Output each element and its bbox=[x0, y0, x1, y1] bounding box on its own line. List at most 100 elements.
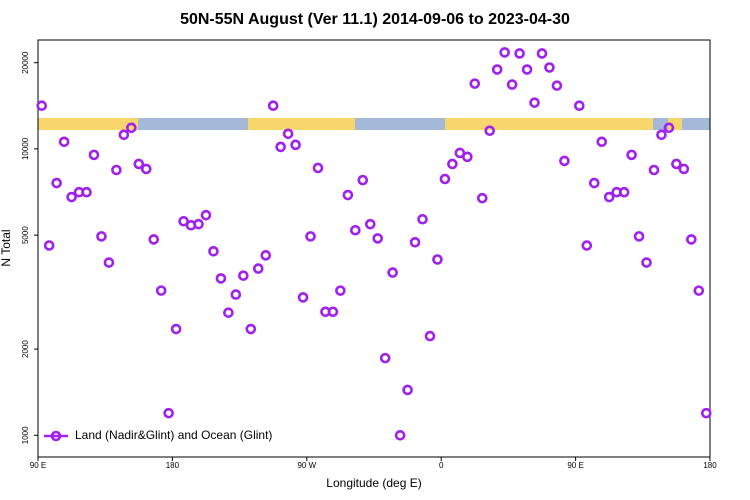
land-band bbox=[248, 118, 355, 130]
point bbox=[671, 158, 682, 170]
point bbox=[424, 330, 436, 342]
point bbox=[103, 257, 115, 268]
point bbox=[118, 129, 130, 141]
point bbox=[469, 78, 481, 89]
point bbox=[529, 97, 540, 108]
point bbox=[603, 191, 615, 203]
plot-frame bbox=[37, 39, 711, 458]
point bbox=[43, 240, 55, 251]
point bbox=[663, 122, 675, 134]
point bbox=[379, 352, 391, 364]
point bbox=[402, 384, 413, 396]
point bbox=[618, 186, 630, 198]
land-band bbox=[445, 118, 653, 130]
point bbox=[559, 155, 570, 167]
x-tick-label: 180 bbox=[703, 461, 717, 470]
point bbox=[140, 163, 152, 175]
point bbox=[596, 136, 608, 148]
point bbox=[66, 191, 77, 203]
point bbox=[36, 100, 48, 112]
point bbox=[335, 285, 346, 296]
point bbox=[514, 48, 525, 59]
point bbox=[282, 128, 294, 140]
point bbox=[574, 100, 585, 112]
point bbox=[327, 306, 339, 318]
legend-marker bbox=[50, 430, 62, 442]
point bbox=[312, 162, 324, 174]
point bbox=[252, 263, 264, 274]
point bbox=[260, 250, 272, 261]
point bbox=[275, 141, 286, 153]
chart-title: 50N-55N August (Ver 11.1) 2014-09-06 to … bbox=[180, 11, 570, 28]
point bbox=[484, 125, 496, 137]
point bbox=[499, 47, 510, 58]
point bbox=[581, 240, 593, 251]
point bbox=[476, 192, 488, 204]
point bbox=[297, 292, 309, 303]
point bbox=[521, 64, 533, 75]
point bbox=[193, 218, 204, 230]
point bbox=[238, 270, 249, 281]
point bbox=[245, 323, 257, 335]
point bbox=[126, 122, 137, 134]
point bbox=[648, 164, 660, 176]
land-ocean-strip bbox=[38, 118, 710, 130]
point bbox=[148, 234, 160, 245]
y-tick-label: 10000 bbox=[21, 137, 30, 160]
point bbox=[491, 64, 503, 75]
point bbox=[551, 80, 563, 91]
point bbox=[208, 246, 219, 257]
point bbox=[155, 285, 167, 296]
point bbox=[215, 273, 227, 284]
point bbox=[394, 430, 406, 441]
x-axis-label: Longitude (deg E) bbox=[326, 476, 421, 490]
point bbox=[350, 224, 361, 236]
legend-label: Land (Nadir&Glint) and Ocean (Glint) bbox=[75, 428, 272, 442]
point bbox=[447, 158, 458, 170]
x-tick-label: 90 E bbox=[567, 461, 583, 470]
x-tick-label: 0 bbox=[439, 461, 444, 470]
point bbox=[88, 149, 100, 161]
point bbox=[58, 136, 70, 148]
x-tick-label: 90 W bbox=[297, 461, 316, 470]
point bbox=[372, 233, 384, 244]
point bbox=[693, 285, 705, 296]
point bbox=[96, 231, 107, 242]
land-band bbox=[38, 118, 138, 130]
point bbox=[387, 267, 398, 278]
y-tick-label: 5000 bbox=[21, 226, 30, 244]
point bbox=[342, 189, 354, 201]
y-axis-label: N Total bbox=[0, 229, 13, 266]
point bbox=[290, 139, 301, 151]
point bbox=[641, 257, 652, 268]
point bbox=[170, 323, 182, 335]
point bbox=[357, 174, 369, 186]
point bbox=[432, 254, 443, 265]
point bbox=[678, 163, 690, 175]
point bbox=[700, 407, 712, 419]
y-tick-label: 1000 bbox=[21, 426, 30, 444]
y-tick-label: 20000 bbox=[21, 51, 30, 74]
point bbox=[633, 231, 645, 242]
point bbox=[111, 164, 122, 176]
point bbox=[267, 100, 279, 112]
point bbox=[626, 149, 637, 161]
point bbox=[305, 231, 316, 242]
point bbox=[81, 186, 92, 198]
point bbox=[163, 407, 174, 419]
point bbox=[230, 289, 242, 300]
land-band bbox=[668, 118, 682, 130]
point bbox=[409, 236, 421, 248]
point bbox=[462, 151, 473, 163]
point bbox=[51, 177, 62, 189]
point bbox=[536, 48, 548, 59]
point bbox=[544, 62, 555, 73]
point bbox=[656, 129, 667, 141]
point bbox=[223, 307, 234, 318]
point bbox=[588, 177, 600, 189]
point bbox=[200, 209, 212, 221]
point bbox=[417, 213, 428, 225]
y-tick-label: 2000 bbox=[21, 340, 30, 358]
point bbox=[133, 158, 145, 170]
